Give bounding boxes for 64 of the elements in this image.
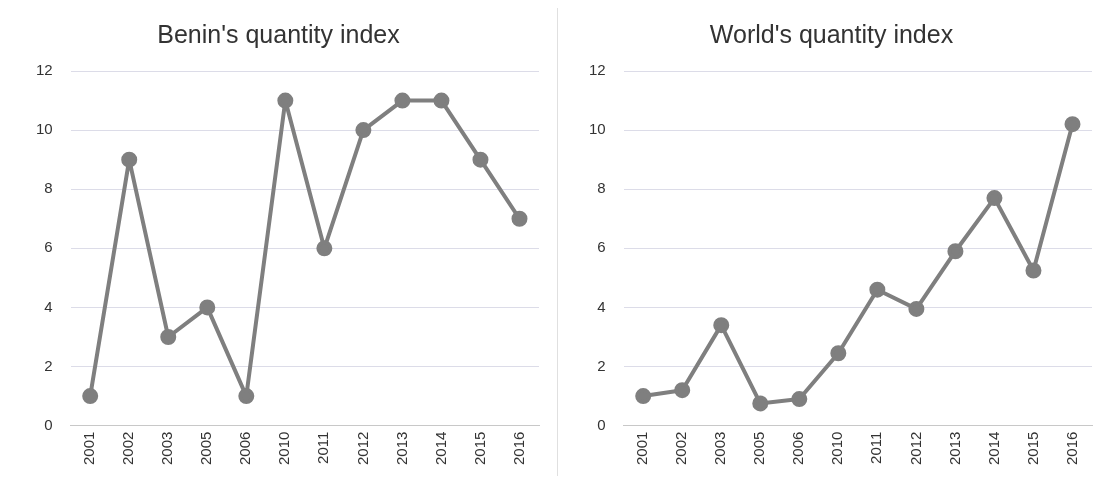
x-tick-label: 2015 xyxy=(1023,431,1041,466)
point xyxy=(433,92,450,109)
x-tick-label: 2006 xyxy=(789,431,807,466)
x-tick-label: 2003 xyxy=(158,431,176,466)
y-tick-label: 8 xyxy=(44,179,53,197)
point xyxy=(394,92,411,109)
y-tick-label: 10 xyxy=(589,120,606,138)
x-tick-label: 2006 xyxy=(236,431,254,466)
y-tick-label: 6 xyxy=(44,238,53,256)
y-tick-label: 0 xyxy=(44,415,53,433)
chart-title: World's quantity index xyxy=(709,19,954,48)
x-tick-label: 2012 xyxy=(906,431,924,466)
point xyxy=(1064,116,1081,133)
x-tick-label: 2014 xyxy=(984,431,1002,466)
y-tick-label: 0 xyxy=(597,415,606,433)
y-tick-label: 8 xyxy=(597,179,606,197)
point xyxy=(713,317,730,334)
y-tick-label: 2 xyxy=(597,356,606,374)
point xyxy=(472,151,489,168)
point xyxy=(869,281,886,298)
x-tick-label: 2012 xyxy=(353,431,371,466)
x-tick-label: 2002 xyxy=(119,431,137,466)
x-tick-label: 2003 xyxy=(711,431,729,466)
point xyxy=(511,210,528,227)
x-tick-label: 2010 xyxy=(828,431,846,466)
y-tick-label: 2 xyxy=(44,356,53,374)
y-tick-label: 6 xyxy=(597,238,606,256)
point xyxy=(635,388,652,405)
point xyxy=(82,388,99,405)
x-tick-label: 2011 xyxy=(314,431,332,464)
point xyxy=(199,299,216,316)
x-tick-label: 2001 xyxy=(633,431,651,466)
point xyxy=(908,300,925,317)
y-tick-label: 4 xyxy=(597,297,606,315)
y-tick-label: 10 xyxy=(36,120,53,138)
point xyxy=(752,395,769,412)
point xyxy=(791,391,808,408)
point xyxy=(947,243,964,260)
x-tick-label: 2002 xyxy=(672,431,690,466)
point xyxy=(238,388,255,405)
x-tick-label: 2015 xyxy=(470,431,488,466)
x-tick-label: 2016 xyxy=(1062,431,1080,466)
x-tick-label: 2010 xyxy=(275,431,293,466)
x-tick-label: 2011 xyxy=(867,431,885,464)
x-tick-label: 2005 xyxy=(750,431,768,466)
x-tick-label: 2005 xyxy=(197,431,215,466)
point xyxy=(355,122,372,139)
x-tick-label: 2013 xyxy=(392,431,410,466)
x-tick-label: 2001 xyxy=(80,431,98,466)
y-tick-label: 12 xyxy=(36,61,53,79)
y-tick-label: 4 xyxy=(44,297,53,315)
point xyxy=(674,382,691,399)
chart-title: Benin's quantity index xyxy=(157,19,401,48)
point xyxy=(830,345,847,362)
point xyxy=(316,240,333,257)
x-tick-label: 2016 xyxy=(509,431,527,466)
point xyxy=(986,190,1003,207)
point xyxy=(160,328,177,345)
point xyxy=(277,92,294,109)
y-tick-label: 12 xyxy=(589,61,606,79)
point xyxy=(1025,262,1042,279)
point xyxy=(121,151,138,168)
x-tick-label: 2013 xyxy=(945,431,963,466)
x-tick-label: 2014 xyxy=(431,431,449,466)
